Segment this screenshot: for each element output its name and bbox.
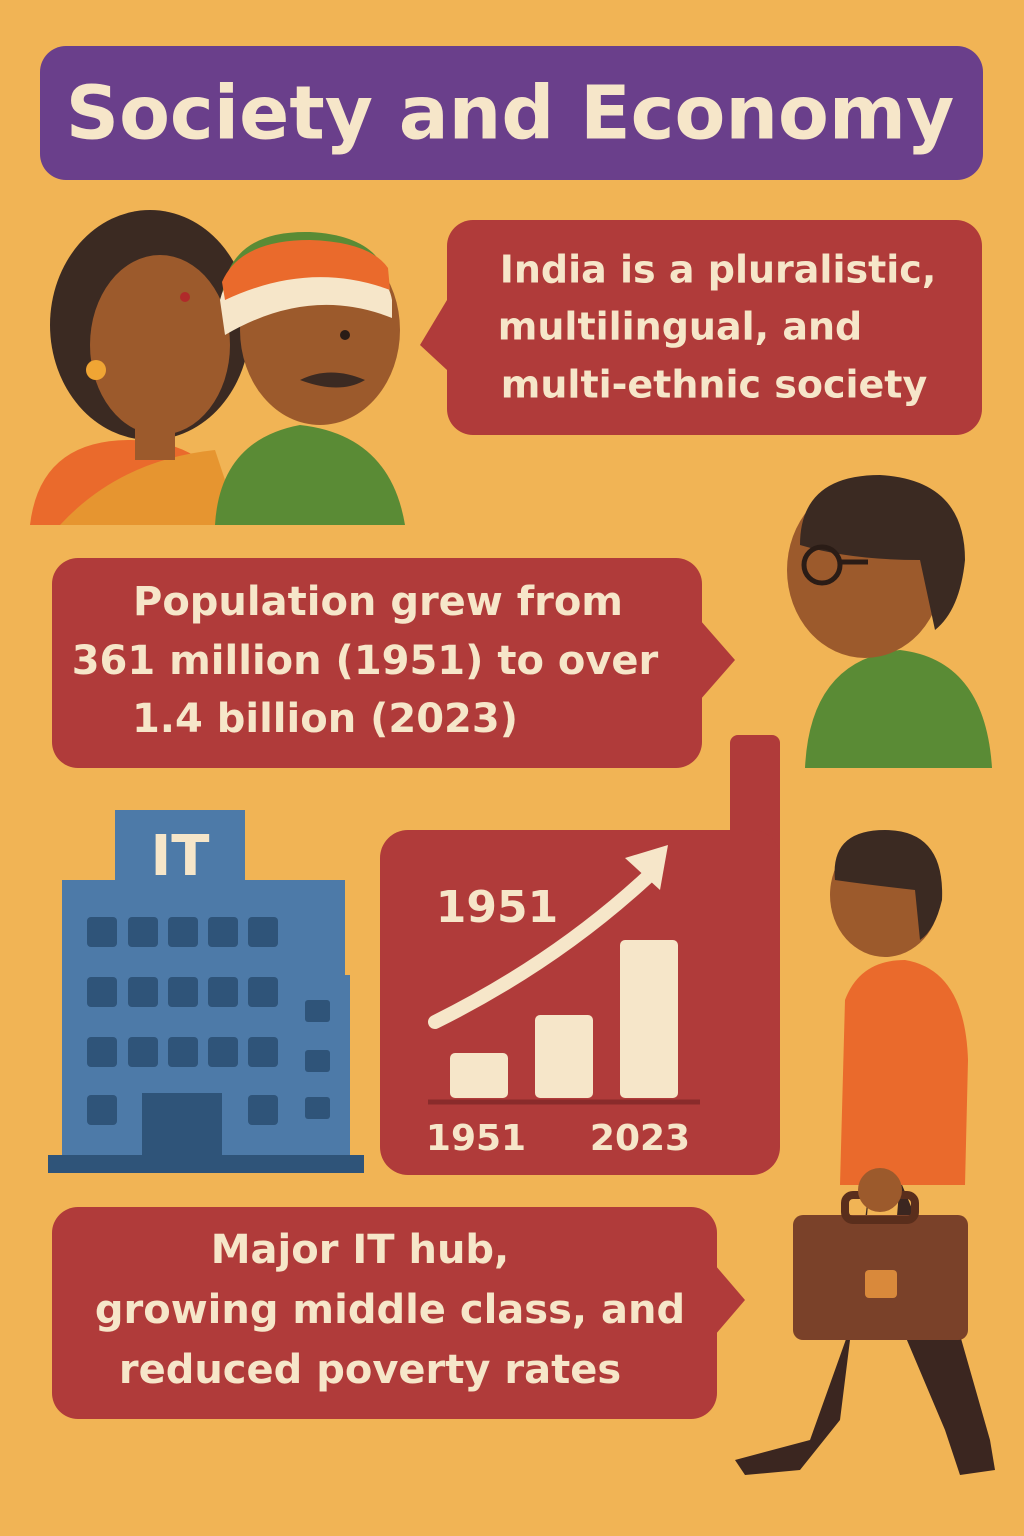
bubble-text: Population grew from xyxy=(133,579,623,625)
bubble-pointer xyxy=(420,300,447,370)
title-bar xyxy=(40,46,983,180)
bubble-text: multilingual, and xyxy=(498,305,862,349)
speech-bubble xyxy=(447,220,982,435)
walking-man-illustration xyxy=(735,830,995,1475)
bubble-text: 361 million (1951) to over xyxy=(72,638,659,684)
bubble-pointer xyxy=(715,1265,745,1335)
building-sign: IT xyxy=(150,824,209,889)
bubble-text: growing middle class, and xyxy=(95,1287,685,1333)
card-x-label: 1951 xyxy=(426,1118,526,1159)
card-label: 1951 xyxy=(436,882,558,933)
bubble-text: India is a pluralistic, xyxy=(500,248,937,292)
building-illustration xyxy=(48,810,364,1173)
bubble-text: Major IT hub, xyxy=(211,1227,510,1273)
bubble-text: reduced poverty rates xyxy=(119,1347,621,1393)
bubble-pointer xyxy=(700,620,735,700)
bubble-text: 1.4 billion (2023) xyxy=(132,696,518,742)
people-illustration xyxy=(30,210,405,525)
card-x-label: 2023 xyxy=(590,1118,690,1159)
speech-bubble xyxy=(52,558,702,768)
speech-bubble xyxy=(52,1207,717,1419)
growth-card xyxy=(380,735,780,1175)
man-glasses-illustration xyxy=(787,475,992,768)
bubble-text: multi-ethnic society xyxy=(501,363,928,407)
title: Society and Economy xyxy=(66,71,954,157)
